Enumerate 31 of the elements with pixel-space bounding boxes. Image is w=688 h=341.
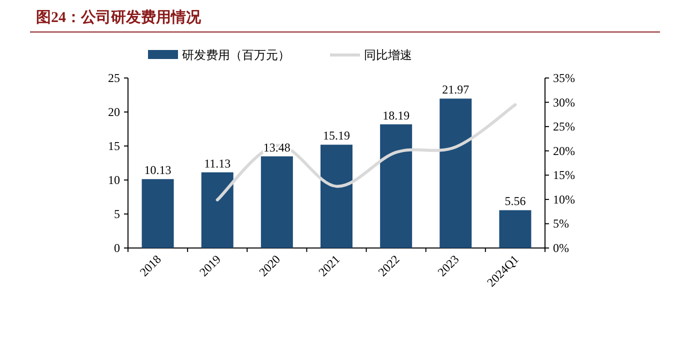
legend-label: 同比增速 [364, 48, 412, 62]
bar [380, 124, 412, 248]
bar [142, 179, 174, 248]
data-label: 15.19 [323, 128, 350, 143]
y2-tick-label: 5% [553, 216, 569, 231]
y-tick-label: 15 [108, 139, 120, 153]
y2-tick-label: 10% [553, 192, 575, 206]
data-label: 21.97 [442, 82, 470, 97]
y2-tick-label: 20% [553, 144, 575, 158]
data-label: 11.13 [204, 156, 231, 170]
chart-title: 图24：公司研发费用情况 [36, 9, 202, 26]
data-label: 13.48 [263, 140, 290, 154]
bar [499, 210, 532, 248]
data-label: 18.19 [382, 108, 410, 122]
y-tick-label: 0 [114, 241, 120, 255]
y2-tick-label: 25% [553, 120, 575, 134]
y-tick-label: 10 [108, 173, 120, 187]
y2-tick-label: 35% [553, 71, 575, 85]
legend-label: 研发费用（百万元） [182, 48, 290, 62]
y2-tick-label: 0% [553, 241, 569, 255]
bar [440, 98, 472, 248]
data-label: 5.56 [504, 194, 526, 208]
y2-tick-label: 15% [553, 168, 575, 182]
bar [260, 156, 293, 248]
bar [320, 144, 352, 248]
y-tick-label: 20 [108, 105, 120, 119]
y-tick-label: 5 [114, 207, 120, 221]
data-label: 10.13 [144, 163, 172, 178]
y-tick-label: 25 [108, 71, 120, 85]
y2-tick-label: 30% [553, 95, 575, 110]
bar [201, 172, 234, 248]
